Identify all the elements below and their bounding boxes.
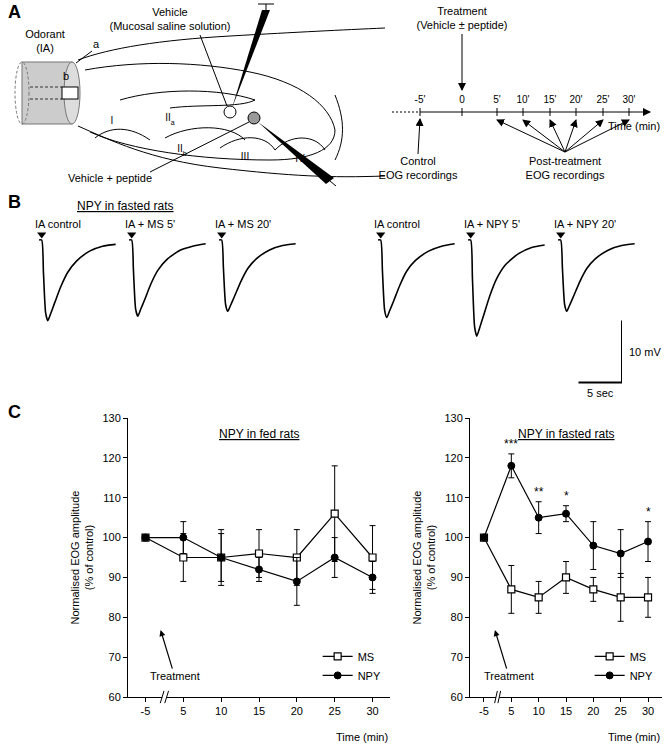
svg-text:IIb: IIb (177, 143, 187, 157)
svg-text:MS: MS (630, 651, 647, 663)
svg-text:20: 20 (291, 705, 303, 717)
svg-text:60: 60 (109, 691, 121, 703)
svg-text:IA + NPY 20': IA + NPY 20' (554, 218, 616, 230)
svg-text:Treatment: Treatment (437, 5, 487, 17)
svg-text:80: 80 (451, 611, 463, 623)
svg-text:5': 5' (493, 94, 501, 105)
svg-text:5 sec: 5 sec (587, 387, 614, 399)
svg-text:10': 10' (516, 94, 529, 105)
svg-text:EOG recordings: EOG recordings (379, 169, 458, 181)
svg-text:Post-treatment: Post-treatment (529, 155, 601, 167)
svg-text:IA control: IA control (35, 218, 81, 230)
svg-text:b: b (63, 70, 69, 82)
svg-text:20: 20 (587, 705, 599, 717)
svg-text:25: 25 (329, 705, 341, 717)
svg-text:IA control: IA control (374, 218, 420, 230)
svg-text:III: III (241, 151, 249, 162)
svg-text:100: 100 (102, 531, 120, 543)
svg-text:IIa: IIa (165, 112, 175, 126)
svg-text:IA + NPY 5': IA + NPY 5' (464, 218, 520, 230)
svg-text:120: 120 (102, 452, 120, 464)
html-text:C: C (8, 402, 21, 422)
svg-text:IA + MS 5': IA + MS 5' (125, 218, 175, 230)
html-text:A: A (8, 2, 21, 22)
svg-text:25': 25' (596, 94, 609, 105)
svg-text:10 mV: 10 mV (629, 346, 661, 358)
svg-text:130: 130 (444, 412, 462, 424)
svg-text:Normalised EOG amplitude(% of: Normalised EOG amplitude(% of control) (69, 491, 95, 625)
svg-text:I: I (111, 115, 114, 126)
svg-text:Time (min): Time (min) (608, 120, 660, 132)
svg-text:15: 15 (253, 705, 265, 717)
svg-text:20': 20' (569, 94, 582, 105)
svg-text:(Vehicle ± peptide): (Vehicle ± peptide) (416, 19, 507, 31)
svg-text:90: 90 (109, 571, 121, 583)
html-text:B: B (8, 192, 21, 212)
svg-text:NPY in fed rats: NPY in fed rats (219, 427, 299, 441)
svg-text:EOG recordings: EOG recordings (526, 169, 605, 181)
svg-text:100: 100 (444, 531, 462, 543)
svg-text:NPY: NPY (630, 670, 653, 682)
svg-text:30: 30 (642, 705, 654, 717)
svg-text:80: 80 (109, 611, 121, 623)
svg-text:IA + MS 20': IA + MS 20' (215, 218, 271, 230)
svg-text:110: 110 (445, 492, 463, 504)
svg-text:Time (min): Time (min) (608, 731, 660, 743)
svg-text:-5': -5' (415, 94, 426, 105)
svg-text:10: 10 (533, 705, 545, 717)
svg-text:70: 70 (109, 651, 121, 663)
svg-text:70: 70 (451, 651, 463, 663)
svg-text:NPY in fasted rats: NPY in fasted rats (518, 427, 615, 441)
svg-text:Control: Control (400, 155, 435, 167)
svg-text:0: 0 (459, 94, 465, 105)
svg-text:60: 60 (451, 691, 463, 703)
svg-text:Time (min): Time (min) (336, 731, 388, 743)
svg-text:**: ** (534, 485, 544, 499)
svg-text:15: 15 (560, 705, 572, 717)
svg-text:***: *** (504, 437, 518, 451)
svg-text:110: 110 (103, 492, 121, 504)
svg-text:(IA): (IA) (36, 42, 54, 54)
svg-text:15': 15' (543, 94, 556, 105)
svg-text:30: 30 (366, 705, 378, 717)
svg-text:*: * (564, 489, 569, 503)
svg-text:(Mucosal saline solution): (Mucosal saline solution) (109, 20, 230, 32)
svg-text:130: 130 (102, 412, 120, 424)
svg-text:Vehicle + peptide: Vehicle + peptide (68, 172, 152, 184)
svg-text:a: a (93, 38, 100, 50)
svg-text:30': 30' (622, 94, 635, 105)
svg-text:Normalised EOG amplitude(% of: Normalised EOG amplitude(% of control) (411, 491, 437, 625)
svg-text:NPY: NPY (358, 670, 381, 682)
svg-text:Vehicle: Vehicle (152, 6, 187, 18)
svg-text:*: * (646, 505, 651, 519)
svg-text:120: 120 (444, 452, 462, 464)
svg-text:-5: -5 (141, 705, 151, 717)
svg-text:Treatment: Treatment (484, 670, 534, 682)
svg-text:MS: MS (358, 651, 375, 663)
svg-text:90: 90 (451, 571, 463, 583)
svg-text:Treatment: Treatment (150, 670, 200, 682)
svg-text:10: 10 (215, 705, 227, 717)
svg-text:Odorant: Odorant (25, 28, 65, 40)
svg-text:5: 5 (508, 705, 514, 717)
svg-text:NPY in fasted rats: NPY in fasted rats (77, 199, 174, 213)
svg-text:25: 25 (615, 705, 627, 717)
svg-text:5: 5 (180, 705, 186, 717)
svg-text:-5: -5 (479, 705, 489, 717)
